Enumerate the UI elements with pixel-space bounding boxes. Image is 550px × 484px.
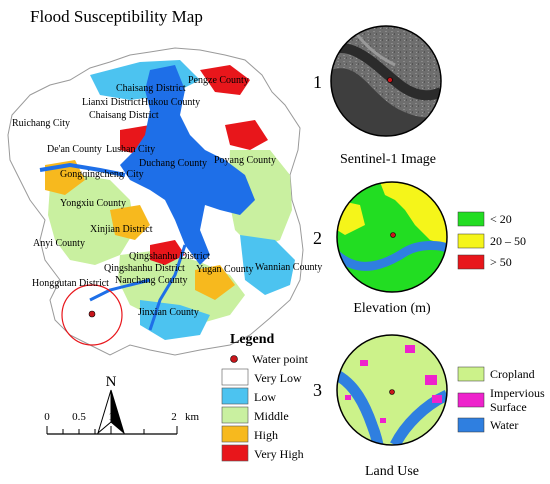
county-label: Xinjian District: [90, 224, 153, 235]
water-point-marker: [390, 232, 396, 238]
county-label: Duchang County: [139, 158, 207, 169]
river-southwest: [89, 278, 151, 302]
county-label: Nanchang County: [115, 275, 188, 286]
panel-land-use: 3 Land Use Cropland Impervious Surface W…: [313, 334, 545, 479]
panel-caption: Sentinel-1 Image: [340, 152, 436, 167]
land-use-legend-label: Surface: [490, 400, 527, 414]
legend-label-very-low: Very Low: [254, 371, 302, 385]
land-use-swatch-impervious: [457, 392, 485, 408]
county-label: Anyi County: [33, 238, 85, 249]
scale-label-0: 0: [44, 411, 50, 423]
water-point-marker: [88, 310, 96, 318]
county-label: Jinxian County: [138, 307, 199, 318]
legend-swatch-high: [221, 425, 249, 443]
land-use-frame: [336, 334, 448, 446]
very-high-zone-north: [200, 65, 250, 95]
elevation-frame: [336, 181, 448, 293]
river-south: [148, 244, 187, 331]
panel-number: 2: [313, 228, 322, 248]
elevation-swatch-high: [457, 254, 485, 270]
county-label: Lianxi District: [82, 97, 141, 108]
lake-water-body: [120, 65, 255, 265]
legend-label-high: High: [254, 428, 278, 442]
scale-label-1: 1: [108, 411, 114, 423]
north-arrow: N: [97, 374, 125, 435]
sentinel-frame: [330, 25, 442, 137]
county-label: Gongqingcheng City: [60, 169, 144, 180]
legend-swatch-very-low: [221, 368, 249, 386]
county-label: Lushan City: [106, 144, 155, 155]
land-use-swatch-cropland: [457, 366, 485, 382]
county-label: Pengze County: [188, 75, 249, 86]
panel-sentinel: 1 Sentinel-1 Image: [313, 25, 442, 167]
elevation-legend-label: < 20: [490, 212, 512, 226]
sentinel-image: [331, 26, 441, 136]
highlight-circle: [61, 284, 123, 346]
county-label: Poyang County: [214, 155, 276, 166]
land-use-legend-label: Cropland: [490, 367, 535, 381]
land-use-legend-label: Impervious: [490, 386, 545, 400]
north-arrow-right: [110, 389, 125, 435]
county-labels: Pengze County Chaisang District Lianxi D…: [12, 75, 322, 318]
scale-label-2: 2: [171, 411, 177, 423]
county-label: Yugan County: [196, 264, 254, 275]
scale-bar: 0 0.5 1 2 km: [44, 411, 200, 435]
high-zone-center: [110, 205, 150, 240]
very-high-zone-east: [225, 120, 268, 150]
middle-zone-west: [48, 175, 135, 265]
water-point-marker: [387, 77, 393, 83]
land-use-legend-label: Water: [490, 418, 518, 432]
legend-water-point-label: Water point: [252, 352, 309, 366]
legend-water-point-icon: [230, 355, 238, 363]
land-use-swatch-water: [457, 417, 485, 433]
panel-caption: Land Use: [365, 464, 419, 479]
county-label: Ruichang City: [12, 118, 70, 129]
scale-label-half: 0.5: [72, 411, 86, 423]
county-label: Qingshanhu District: [104, 263, 185, 274]
legend-label-very-high: Very High: [254, 447, 304, 461]
county-label: Qingshanhu District: [129, 251, 210, 262]
panel-number: 3: [313, 380, 322, 400]
north-label: N: [106, 374, 117, 390]
low-zone-east: [240, 235, 295, 295]
very-high-zone-south: [150, 240, 185, 265]
scale-unit: km: [185, 411, 200, 423]
elevation-swatch-low: [457, 211, 485, 227]
water-point-marker: [389, 389, 395, 395]
legend-swatch-middle: [221, 406, 249, 424]
county-label: Hukou County: [141, 97, 200, 108]
river-west: [39, 162, 126, 177]
panel-elevation: 2 Elevation (m) < 20 20 – 50 > 50: [313, 181, 526, 316]
county-label: De'an County: [47, 144, 102, 155]
county-label: Wannian County: [255, 262, 322, 273]
legend-label-middle: Middle: [254, 409, 289, 423]
elevation-swatch-mid: [457, 233, 485, 249]
legend-title: Legend: [230, 332, 275, 347]
high-zone-south: [195, 265, 235, 300]
panel-number: 1: [313, 72, 322, 92]
county-label: Honggutan District: [32, 278, 109, 289]
study-area-map: Pengze County Chaisang District Lianxi D…: [7, 47, 322, 356]
map-legend: Legend Water point Very Low Low Middle H…: [221, 332, 309, 462]
county-label: Chaisang District: [116, 83, 186, 94]
elevation-legend-label: > 50: [490, 255, 512, 269]
elevation-legend-label: 20 – 50: [490, 234, 526, 248]
legend-swatch-very-high: [221, 444, 249, 462]
county-label: Chaisang District: [89, 110, 159, 121]
legend-swatch-low: [221, 387, 249, 405]
county-label: Yongxiu County: [60, 198, 126, 209]
legend-label-low: Low: [254, 390, 276, 404]
map-title: Flood Susceptibility Map: [30, 7, 203, 26]
panel-caption: Elevation (m): [353, 301, 431, 316]
